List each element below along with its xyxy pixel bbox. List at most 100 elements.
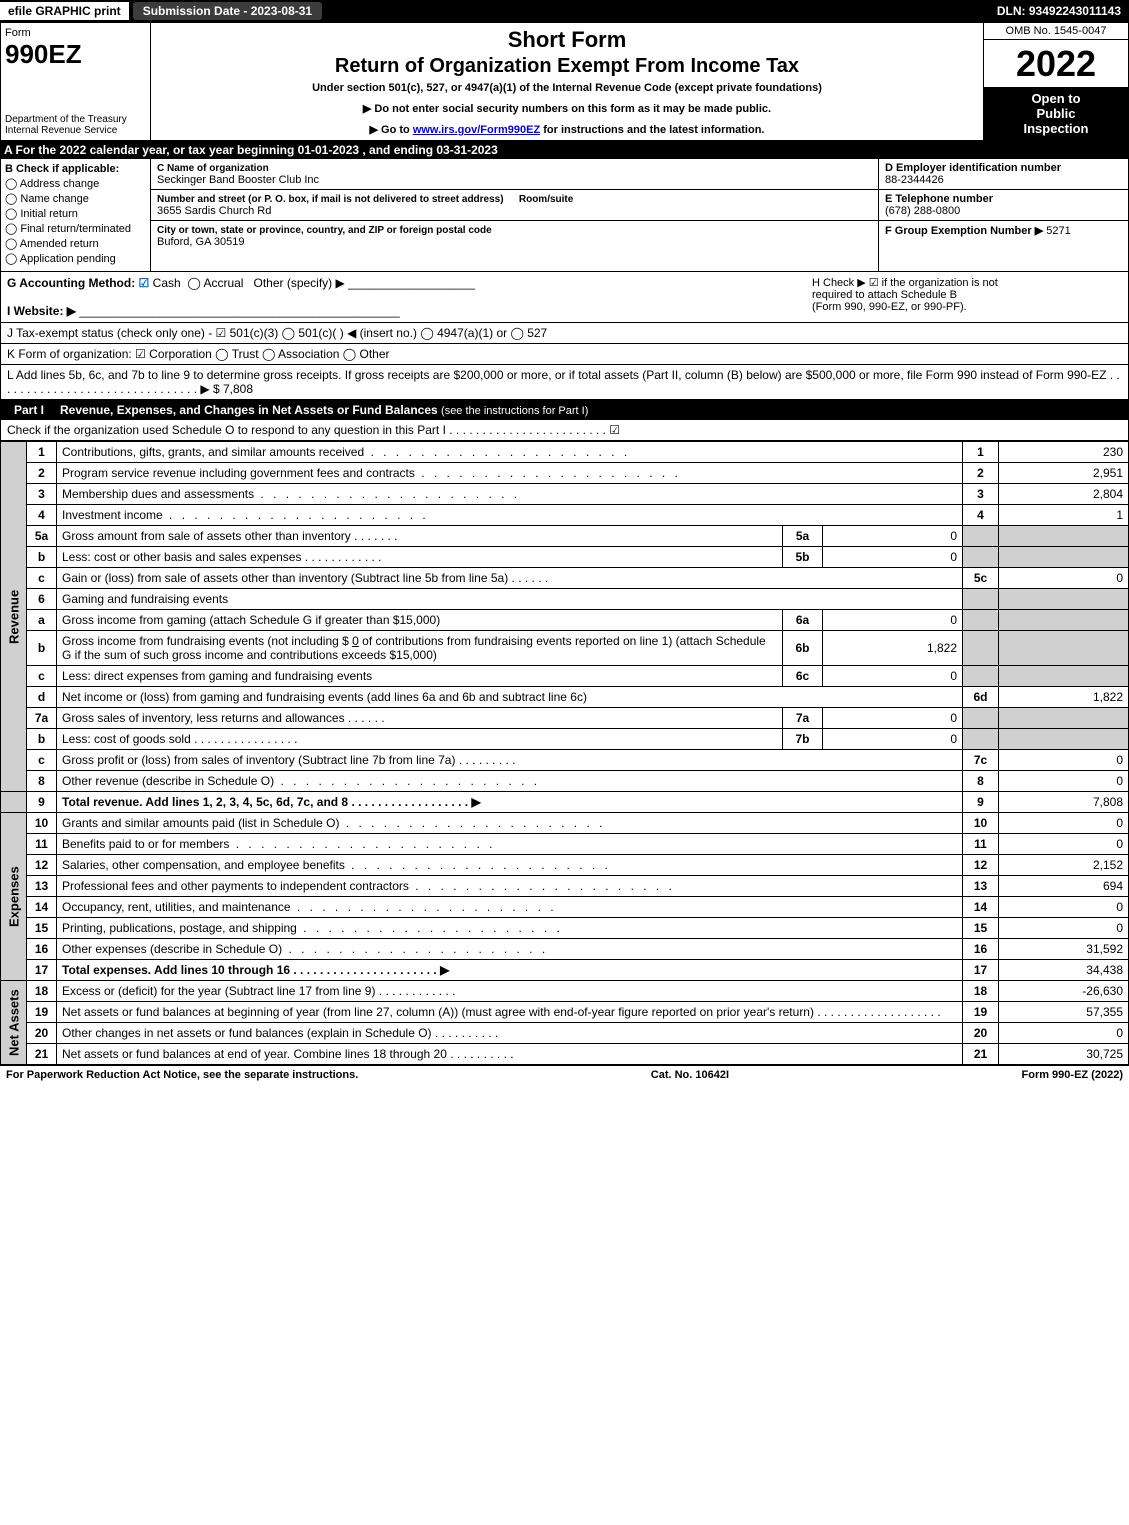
line-9-amount: 7,808: [999, 792, 1129, 813]
box-i-label: I Website: ▶: [7, 304, 76, 318]
cb-address-change[interactable]: ◯ Address change: [5, 177, 146, 190]
line-5a-sub: 5a: [783, 526, 823, 547]
dept-treasury: Department of the Treasury: [5, 114, 127, 125]
other-label: Other (specify) ▶: [253, 276, 344, 290]
line-19-box: 19: [963, 1002, 999, 1023]
form-title: Return of Organization Exempt From Incom…: [159, 55, 975, 78]
cb-application-pending[interactable]: ◯ Application pending: [5, 252, 146, 265]
box-f: F Group Exemption Number ▶ 5271: [879, 221, 1128, 240]
box-l-text: L Add lines 5b, 6c, and 7b to line 9 to …: [7, 368, 1120, 396]
form-header: Form 990EZ Department of the Treasury In…: [0, 22, 1129, 141]
grey-cell: [1, 792, 27, 813]
city-cell: City or town, state or province, country…: [151, 221, 878, 251]
line-6c-desc: Less: direct expenses from gaming and fu…: [57, 666, 783, 687]
omb-number: OMB No. 1545-0047: [984, 23, 1128, 40]
accrual-label: Accrual: [203, 276, 243, 290]
header-left: Form 990EZ Department of the Treasury In…: [1, 23, 151, 140]
line-7a-desc: Gross sales of inventory, less returns a…: [62, 711, 345, 725]
line-16-desc: Other expenses (describe in Schedule O): [62, 942, 282, 956]
line-6d-desc: Net income or (loss) from gaming and fun…: [57, 687, 963, 708]
line-5c-desc: Gain or (loss) from sale of assets other…: [62, 571, 508, 585]
line-5b-subamount: 0: [823, 547, 963, 568]
grey-cell: [999, 708, 1129, 729]
line-21-box: 21: [963, 1044, 999, 1065]
cb-amended-return[interactable]: ◯ Amended return: [5, 237, 146, 250]
footer-left: For Paperwork Reduction Act Notice, see …: [6, 1069, 358, 1081]
row-num: 15: [27, 918, 57, 939]
box-g-label: G Accounting Method:: [7, 276, 135, 290]
line-5b-sub: 5b: [783, 547, 823, 568]
top-bar: efile GRAPHIC print Submission Date - 20…: [0, 0, 1129, 22]
irs-link[interactable]: www.irs.gov/Form990EZ: [413, 124, 540, 136]
form-label: Form: [5, 27, 146, 39]
dln: DLN: 93492243011143: [997, 4, 1129, 18]
grey-cell: [999, 610, 1129, 631]
section-a-taxyear: A For the 2022 calendar year, or tax yea…: [0, 141, 1129, 159]
line-6b-desc: Gross income from fundraising events (no…: [57, 631, 783, 666]
cb-initial-return[interactable]: ◯ Initial return: [5, 207, 146, 220]
box-f-label: F Group Exemption Number ▶: [885, 225, 1043, 237]
city-value: Buford, GA 30519: [157, 236, 244, 248]
grey-cell: [999, 589, 1129, 610]
line-7b-sub: 7b: [783, 729, 823, 750]
row-num: 19: [27, 1002, 57, 1023]
cb-name-change[interactable]: ◯ Name change: [5, 192, 146, 205]
row-num: 6: [27, 589, 57, 610]
line-1-box: 1: [963, 442, 999, 463]
submission-date: Submission Date - 2023-08-31: [133, 2, 322, 20]
cb-final-return[interactable]: ◯ Final return/terminated: [5, 222, 146, 235]
instr2-suffix: for instructions and the latest informat…: [540, 124, 764, 136]
line-1-desc: Contributions, gifts, grants, and simila…: [62, 445, 364, 459]
line-10-desc: Grants and similar amounts paid (list in…: [62, 816, 339, 830]
line-7a-sub: 7a: [783, 708, 823, 729]
row-num: c: [27, 750, 57, 771]
line-7a-subamount: 0: [823, 708, 963, 729]
line-20-desc: Other changes in net assets or fund bala…: [62, 1026, 432, 1040]
box-h-line2: required to attach Schedule B: [812, 289, 957, 301]
line-7c-amount: 0: [999, 750, 1129, 771]
row-num: 17: [27, 960, 57, 981]
line-21-amount: 30,725: [999, 1044, 1129, 1065]
grey-cell: [963, 631, 999, 666]
line-5a-desc: Gross amount from sale of assets other t…: [62, 529, 351, 543]
line-5a-subamount: 0: [823, 526, 963, 547]
line-7b-desc: Less: cost of goods sold: [62, 732, 191, 746]
ein-value: 88-2344426: [885, 174, 944, 186]
instr2-prefix: ▶ Go to: [370, 124, 413, 136]
group-exemption-value: 5271: [1046, 225, 1070, 237]
part1-header: Part I Revenue, Expenses, and Changes in…: [0, 400, 1129, 420]
header-right: OMB No. 1545-0047 2022 Open to Public In…: [983, 23, 1128, 140]
line-4-box: 4: [963, 505, 999, 526]
line-8-amount: 0: [999, 771, 1129, 792]
row-num: b: [27, 729, 57, 750]
line-4-amount: 1: [999, 505, 1129, 526]
line-15-desc: Printing, publications, postage, and shi…: [62, 921, 297, 935]
line-14-box: 14: [963, 897, 999, 918]
row-num: 14: [27, 897, 57, 918]
room-label: Room/suite: [519, 194, 573, 205]
grey-cell: [999, 729, 1129, 750]
line-18-amount: -26,630: [999, 981, 1129, 1002]
row-num: 18: [27, 981, 57, 1002]
netassets-label: Net Assets: [1, 981, 27, 1065]
line-8-desc: Other revenue (describe in Schedule O): [62, 774, 274, 788]
line-3-amount: 2,804: [999, 484, 1129, 505]
line-16-box: 16: [963, 939, 999, 960]
box-e-label: E Telephone number: [885, 193, 993, 205]
line-6a-sub: 6a: [783, 610, 823, 631]
grey-cell: [963, 526, 999, 547]
insp-2: Public: [1036, 106, 1075, 121]
row-num: 7a: [27, 708, 57, 729]
row-num: c: [27, 666, 57, 687]
box-c: C Name of organization Seckinger Band Bo…: [151, 159, 878, 271]
line-6b-sub: 6b: [783, 631, 823, 666]
line-6c-sub: 6c: [783, 666, 823, 687]
box-def: D Employer identification number 88-2344…: [878, 159, 1128, 271]
line-19-amount: 57,355: [999, 1002, 1129, 1023]
line-12-desc: Salaries, other compensation, and employ…: [62, 858, 345, 872]
line-13-desc: Professional fees and other payments to …: [62, 879, 409, 893]
line-6d-amount: 1,822: [999, 687, 1129, 708]
line-9-box: 9: [963, 792, 999, 813]
line-11-box: 11: [963, 834, 999, 855]
efile-label[interactable]: efile GRAPHIC print: [0, 2, 129, 20]
